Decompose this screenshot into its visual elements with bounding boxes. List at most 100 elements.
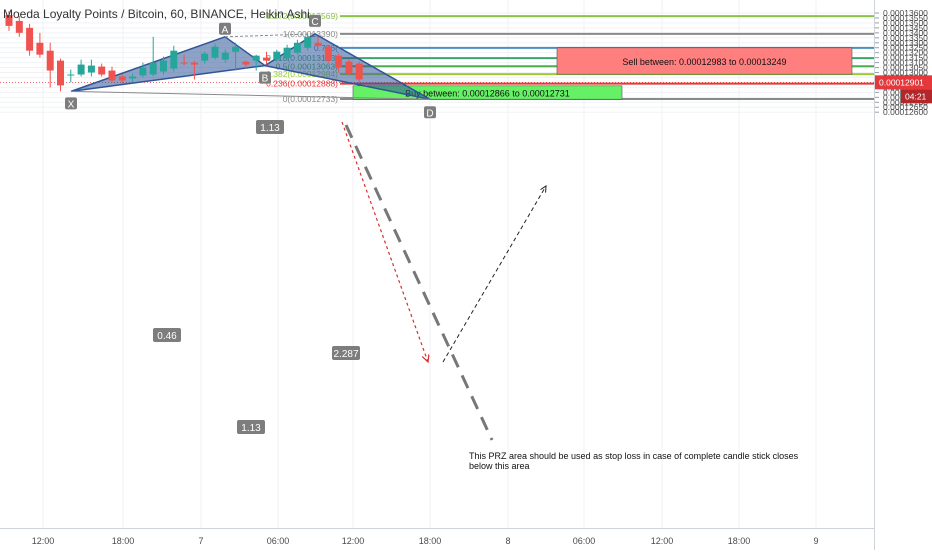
price-axis[interactable]: 0.00013600 0.00013550 0.00013500 0.00013450… [874, 0, 932, 550]
chart-labels: X A B C D 1.13 0.46 2.287 1.13 [65, 14, 436, 434]
point-label-bg [219, 22, 231, 35]
candle [335, 53, 343, 73]
price-tick-label: 0.00013400 [883, 28, 928, 38]
point-label-text: D [426, 108, 433, 119]
candle-body [108, 70, 116, 81]
candle [46, 42, 54, 88]
point-label-text: X [68, 99, 75, 110]
point-label-bg [65, 97, 77, 110]
point-label-text: B [262, 74, 269, 85]
candle [139, 62, 147, 78]
red-projection-arrow [341, 121, 428, 362]
candle-body [46, 50, 54, 71]
time-tick-label: 06:00 [267, 536, 290, 546]
time-tick-label: 12:00 [651, 536, 674, 546]
candle-body [221, 52, 229, 60]
point-label-d: D [424, 106, 436, 119]
candle [67, 69, 75, 83]
candle [263, 51, 270, 65]
candle-body [324, 46, 332, 61]
price-tick-label: 0.00013350 [883, 33, 928, 43]
price-tick-label: 0.00013500 [883, 18, 928, 28]
price-tick-label: 0.00012600 [883, 107, 928, 117]
point-label-c: C [309, 14, 321, 28]
candle-body [139, 67, 147, 76]
ac-line [224, 33, 316, 38]
candle-body [36, 42, 44, 55]
time-axis-ticks: 12:00 18:00 7 06:00 12:00 18:00 8 06:00 12:00 18:… [32, 536, 819, 546]
time-tick-label: 12:00 [342, 536, 365, 546]
candle [345, 59, 353, 76]
candle [118, 74, 126, 84]
candle-body [355, 63, 363, 80]
candle-body [335, 55, 343, 68]
point-label-text: C [311, 17, 318, 28]
candle [170, 45, 178, 72]
candle-body [77, 64, 85, 75]
black-projection-arrow [442, 186, 546, 363]
ratio-label: 0.46 [153, 328, 181, 342]
point-label-a: A [219, 22, 231, 36]
candle-body [211, 46, 219, 58]
candle [26, 23, 34, 56]
ratio-label-bg [153, 328, 181, 342]
candle [211, 43, 219, 60]
candle-body [170, 50, 178, 69]
price-tick-label: 0.00013150 [883, 53, 928, 63]
price-tick-label: 0.00013600 [883, 8, 928, 18]
candle-body [273, 51, 281, 60]
candle [77, 59, 85, 77]
candle-body [304, 36, 312, 48]
price-tick-label: 0.00013000 [883, 68, 928, 78]
price-tick-label: 0.00013300 [883, 38, 928, 48]
gray-dashed-path [344, 124, 494, 441]
price-tick-label: 0.00013050 [883, 63, 928, 73]
candle-body [160, 60, 167, 72]
point-label-text: A [222, 25, 229, 36]
candle-body [345, 61, 353, 74]
price-tick-label: 0.00013450 [883, 23, 928, 33]
time-axis[interactable]: 12:00 18:00 7 06:00 12:00 18:00 8 06:00 12:00 18:… [0, 528, 874, 551]
candle-body [252, 55, 260, 61]
candle [293, 39, 301, 55]
candle [201, 51, 209, 64]
candles [5, 11, 363, 92]
candle-body [87, 65, 95, 73]
ratio-label-text: 1.13 [241, 423, 261, 434]
candle-body [98, 66, 106, 75]
fib-level-label: 1.272(0.00013569) [266, 11, 338, 21]
projection-arrows[interactable] [341, 121, 546, 441]
ratio-label: 1.13 [237, 420, 265, 434]
ratio-label-bg [237, 420, 265, 434]
candle [149, 36, 157, 77]
candle-body [129, 76, 137, 79]
countdown-badge [901, 89, 932, 104]
ratio-label-bg [256, 120, 284, 134]
time-tick-label: 12:00 [32, 536, 55, 546]
point-label-bg [424, 106, 436, 119]
point-label-x: X [65, 97, 77, 110]
point-label-bg [309, 14, 321, 27]
candle-body [149, 62, 157, 75]
candle [232, 42, 240, 71]
ratio-label-text: 1.13 [260, 123, 280, 134]
price-tick-label: 0.00012650 [883, 102, 928, 112]
current-price-badge [875, 75, 932, 90]
price-axis-ticks: 0.000136000.000135500.000135000.00013450… [875, 8, 932, 117]
price-tick-label: 0.00013550 [883, 13, 928, 23]
countdown-label: 04:21 [905, 91, 927, 101]
candle [242, 60, 250, 69]
sell-zone [556, 47, 853, 75]
candle [36, 32, 44, 58]
time-tick-label: 8 [505, 536, 510, 546]
candle-body [314, 42, 322, 46]
candle-body [293, 42, 301, 53]
ratio-label-bg [332, 346, 360, 360]
price-tick-label: 0.00013100 [883, 58, 928, 68]
chart-title[interactable]: Moeda Loyalty Points / Bitcoin, 60, BINA… [3, 7, 310, 21]
point-label-b: B [259, 71, 271, 85]
time-tick-label: 06:00 [573, 536, 596, 546]
candle-body [57, 60, 64, 86]
